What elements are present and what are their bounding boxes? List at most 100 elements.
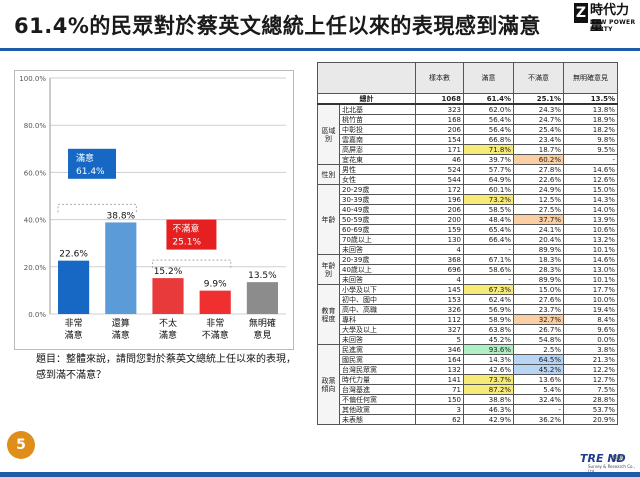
row-label: 中彰投 xyxy=(339,124,416,135)
page-number-badge: 5 xyxy=(7,431,35,459)
cell-dissatisfied: 23.7% xyxy=(513,304,564,315)
table-row: 60-69歲 159 65.4% 24.1% 10.6% xyxy=(318,224,618,235)
table-row: 未回答 4-89.9% 10.1% xyxy=(318,274,618,285)
cell-no-opinion: 21.3% xyxy=(563,354,618,365)
row-group-label: 性別 xyxy=(317,164,340,185)
row-label: 不偏任何黨 xyxy=(339,394,416,405)
table-row: 年齡 20-29歲 172 60.1% 24.9% 15.0% xyxy=(317,184,618,255)
cell-n: 71 xyxy=(415,384,464,395)
cell-no-opinion: - xyxy=(563,154,618,165)
bar-chart-svg: 0.0%20.0%40.0%60.0%80.0%100.0%22.6%非常滿意3… xyxy=(14,70,294,350)
bar xyxy=(58,260,90,314)
cell-dissatisfied: 26.7% xyxy=(513,324,564,335)
row-label: 未表態 xyxy=(339,414,416,425)
cell-dissatisfied: 13.6% xyxy=(513,374,564,385)
cell-n: 112 xyxy=(415,314,464,325)
table-row: 雲嘉南 154 66.8% 23.4% 9.8% xyxy=(318,134,618,145)
cell-n: 346 xyxy=(415,344,464,355)
crosstab-table: 樣本數 滿意 不滿意 無明確意見 總計 1068 61.4% 25.1% 13.… xyxy=(317,62,618,425)
table-header-no-opinion: 無明確意見 xyxy=(563,62,618,94)
cell-dissatisfied: 24.3% xyxy=(513,103,564,115)
bar-value-label: 13.5% xyxy=(248,271,277,281)
table-row: 未回答 4-89.9% 10.1% xyxy=(318,244,618,255)
row-label: 70歲以上 xyxy=(339,234,416,245)
cell-dissatisfied: - xyxy=(513,404,564,415)
cell-n: 206 xyxy=(415,124,464,135)
bar-value-label: 38.8% xyxy=(107,211,136,221)
row-label: 未回答 xyxy=(339,274,416,285)
row-label: 大學及以上 xyxy=(339,324,416,335)
table-row: 初中、國中 153 62.4% 27.6% 10.0% xyxy=(318,294,618,305)
cell-dissatisfied: 36.2% xyxy=(513,414,564,425)
table-row: 未回答 5 45.2% 54.8% 0.0% xyxy=(318,334,618,345)
cell-satisfied: 39.7% xyxy=(463,154,514,165)
cell-n: 4 xyxy=(415,244,464,255)
row-label: 40-49歲 xyxy=(339,204,416,215)
cell-satisfied: 73.7% xyxy=(463,374,514,385)
table-row: 女性 544 64.9% 22.6% 12.6% xyxy=(318,174,618,185)
dissatisfied-bracket xyxy=(151,259,232,269)
party-logo: Z 時代力量 NEW POWER PARTY xyxy=(574,3,636,34)
cell-no-opinion: 14.3% xyxy=(563,194,618,205)
cell-dissatisfied: 24.9% xyxy=(513,184,564,195)
bar xyxy=(152,278,184,314)
satisfied-callout-value: 61.4% xyxy=(76,167,105,177)
row-label: 20-29歲 xyxy=(339,184,416,195)
cell-no-opinion: 13.0% xyxy=(563,264,618,275)
cell-n: 141 xyxy=(415,374,464,385)
cell-no-opinion: 7.5% xyxy=(563,384,618,395)
table-header-n: 樣本數 xyxy=(415,62,464,94)
row-label: 雲嘉南 xyxy=(339,134,416,145)
cell-no-opinion: 53.7% xyxy=(563,404,618,415)
cell-n: 172 xyxy=(415,184,464,195)
cell-satisfied: 65.4% xyxy=(463,224,514,235)
cell-satisfied: 57.7% xyxy=(463,164,514,175)
table-header-dissatisfied: 不滿意 xyxy=(513,62,564,94)
row-group-label: 年齡別 xyxy=(317,254,340,285)
cell-n: 153 xyxy=(415,294,464,305)
table-row: 政黨傾向 民進黨 346 93.6% 2.5% 3.8% xyxy=(317,344,618,425)
footer-bar xyxy=(0,472,640,477)
cell-no-opinion: 0.0% xyxy=(563,334,618,345)
cell-n: 200 xyxy=(415,214,464,225)
x-category-label: 滿意 xyxy=(65,329,83,341)
cell-no-opinion: 10.1% xyxy=(563,244,618,255)
cell-no-opinion: 13.8% xyxy=(563,103,618,115)
cell-no-opinion: 28.8% xyxy=(563,394,618,405)
total-no-opinion: 13.5% xyxy=(563,93,618,105)
trend-logo-en: Survey & Research Co., Ltd xyxy=(588,464,635,474)
row-label: 桃竹苗 xyxy=(339,114,416,125)
cell-satisfied: 58.5% xyxy=(463,204,514,215)
table-row: 教育程度 小學及以下 145 67.3% 15.0% 17.7% xyxy=(317,284,618,345)
cell-no-opinion: 12.6% xyxy=(563,174,618,185)
table-row: 年齡別 20-39歲 368 67.1% 18.3% 14.6% xyxy=(317,254,618,285)
y-tick-label: 60.0% xyxy=(24,169,47,177)
cell-dissatisfied: 54.8% xyxy=(513,334,564,345)
table-row: 40歲以上 696 58.6% 28.3% 13.0% xyxy=(318,264,618,275)
cell-no-opinion: 14.6% xyxy=(563,254,618,265)
cell-no-opinion: 3.8% xyxy=(563,344,618,355)
cell-satisfied: 45.2% xyxy=(463,334,514,345)
table-row: 其他政黨 3 46.3% -53.7% xyxy=(318,404,618,415)
cell-no-opinion: 12.2% xyxy=(563,364,618,375)
row-label: 50-59歲 xyxy=(339,214,416,225)
cell-satisfied: 93.6% xyxy=(463,344,514,355)
satisfied-callout xyxy=(68,148,117,179)
logo-mark: Z xyxy=(574,3,588,23)
cell-satisfied: 62.0% xyxy=(463,103,514,115)
table-row: 國民黨 164 14.3% 64.5% 21.3% xyxy=(318,354,618,365)
cell-no-opinion: 18.9% xyxy=(563,114,618,125)
table-row: 70歲以上 130 66.4% 20.4% 13.2% xyxy=(318,234,618,245)
row-label: 20-39歲 xyxy=(339,254,416,265)
cell-n: 544 xyxy=(415,174,464,185)
page-title: 61.4%的民眾對於蔡英文總統上任以來的表現感到滿意 xyxy=(14,14,541,38)
cell-dissatisfied: 28.3% xyxy=(513,264,564,275)
cell-n: 46 xyxy=(415,154,464,165)
row-label: 高屏澎 xyxy=(339,144,416,155)
logo-name: 時代力量 xyxy=(590,3,630,34)
table-row: 大學及以上 327 63.8% 26.7% 9.6% xyxy=(318,324,618,335)
cell-satisfied: 56.4% xyxy=(463,124,514,135)
table-row: 高中、高職 326 56.9% 23.7% 19.4% xyxy=(318,304,618,315)
table-row: 中彰投 206 56.4% 25.4% 18.2% xyxy=(318,124,618,135)
table-row: 40-49歲 206 58.5% 27.5% 14.0% xyxy=(318,204,618,215)
